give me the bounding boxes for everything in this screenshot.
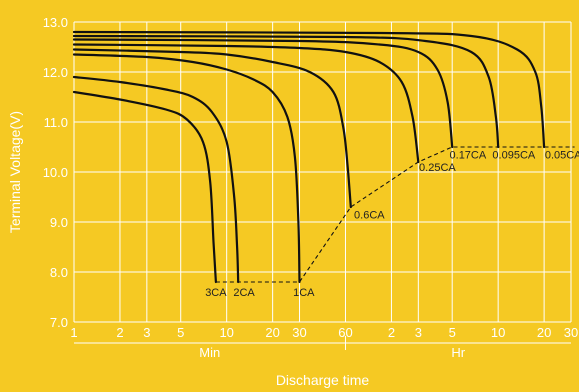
discharge-curve-0-095ca bbox=[72, 34, 500, 149]
x-axis-title: Discharge time bbox=[276, 372, 370, 388]
discharge-curve-0-05ca bbox=[72, 30, 546, 149]
discharge-curve-0-17ca bbox=[72, 38, 454, 149]
discharge-curve-1ca bbox=[72, 53, 301, 284]
x-unit-hr: Hr bbox=[451, 345, 465, 360]
discharge-curve-0-6ca bbox=[72, 48, 352, 209]
curve-label: 0.17CA bbox=[450, 150, 487, 162]
x-tick-label: 20 bbox=[265, 325, 279, 340]
x-tick-label: 20 bbox=[537, 325, 551, 340]
y-tick-label: 7.0 bbox=[50, 315, 68, 330]
y-tick-label: 11.0 bbox=[44, 115, 68, 130]
x-tick-label: 2 bbox=[388, 325, 395, 340]
curve-label: 1CA bbox=[293, 287, 315, 299]
x-tick-label: 5 bbox=[449, 325, 456, 340]
axis-layer: 7.0 8.0 9.0 10.0 11.0 12.0 13.0 1 2 3 5 10 20 30 60 2 3 5… bbox=[7, 15, 578, 388]
discharge-curve-2ca bbox=[72, 75, 240, 284]
x-tick-label: 10 bbox=[219, 325, 233, 340]
cutoff-voltage-line bbox=[215, 146, 575, 283]
x-tick-label: 2 bbox=[116, 325, 123, 340]
x-tick-label: 60 bbox=[338, 325, 352, 340]
y-tick-label: 8.0 bbox=[50, 265, 68, 280]
discharge-curve-3ca bbox=[72, 90, 217, 284]
y-axis-title: Terminal Voltage(V) bbox=[7, 111, 23, 233]
x-tick-label: 30 bbox=[564, 325, 578, 340]
x-tick-label: 10 bbox=[491, 325, 505, 340]
curve-label: 0.6CA bbox=[354, 210, 385, 222]
x-tick-label: 5 bbox=[177, 325, 184, 340]
y-tick-label: 13.0 bbox=[43, 15, 68, 30]
cutoff-layer bbox=[215, 146, 575, 283]
curve-label: 0.095CA bbox=[492, 150, 535, 162]
y-tick-label: 12.0 bbox=[43, 65, 68, 80]
x-tick-label: 1 bbox=[70, 325, 77, 340]
x-tick-label: 30 bbox=[292, 325, 306, 340]
curve-label: 0.25CA bbox=[419, 162, 456, 174]
y-tick-label: 9.0 bbox=[50, 215, 68, 230]
x-tick-label: 3 bbox=[143, 325, 150, 340]
x-tick-label: 3 bbox=[415, 325, 422, 340]
discharge-curve-0-25ca bbox=[72, 43, 420, 164]
curve-label: 3CA bbox=[205, 287, 227, 299]
grid-layer bbox=[73, 21, 572, 323]
curve-label: 2CA bbox=[233, 287, 255, 299]
series-layer bbox=[72, 30, 546, 284]
x-unit-min: Min bbox=[199, 345, 220, 360]
y-tick-label: 10.0 bbox=[43, 165, 68, 180]
curve-label: 0.05CA bbox=[545, 150, 579, 162]
